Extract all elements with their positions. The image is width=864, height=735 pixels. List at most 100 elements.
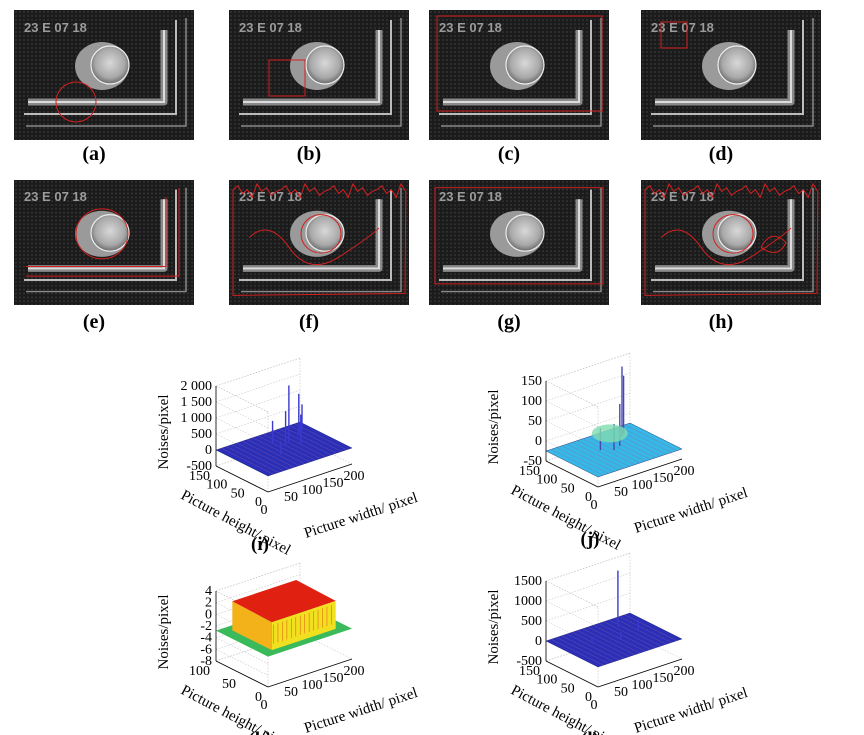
z-tick-label: -2 xyxy=(200,619,212,634)
panel-label: (i) xyxy=(251,534,269,555)
blister-stamp-text: 23 E 07 18 xyxy=(651,189,714,204)
z-tick-label: 1 500 xyxy=(181,395,213,410)
z-tick-label: 0 xyxy=(535,634,542,649)
blister-photo: 23 E 07 18 xyxy=(14,180,194,305)
x-tick-label: 150 xyxy=(323,476,344,491)
surface-mesh xyxy=(545,570,683,668)
photo-panel: 23 E 07 18 xyxy=(429,180,609,305)
z-tick-label: -6 xyxy=(200,642,212,657)
x-tick-label: 200 xyxy=(344,469,365,484)
x-tick-label: 50 xyxy=(284,685,298,700)
z-tick-label: -500 xyxy=(186,459,212,474)
z-tick-label: 150 xyxy=(521,374,542,389)
surface-mesh xyxy=(545,366,683,478)
x-tick-label: 200 xyxy=(674,464,695,479)
z-tick-label: 500 xyxy=(521,614,542,629)
blister-stamp-text: 23 E 07 18 xyxy=(24,20,87,35)
z-tick-label: 0 xyxy=(535,434,542,449)
y-tick-label: 150 xyxy=(519,664,540,679)
z-tick-label: 0 xyxy=(205,443,212,458)
photo-panel: 23 E 07 18 xyxy=(641,180,821,305)
y-tick-label: 0 xyxy=(585,690,592,705)
x-tick-label: 50 xyxy=(614,485,628,500)
surface-mesh xyxy=(216,579,352,657)
panel-label: (j) xyxy=(581,529,600,550)
panel-label: (f) xyxy=(299,311,319,333)
y-tick-label: 50 xyxy=(222,677,236,692)
x-origin-tick-label: 0 xyxy=(261,503,268,518)
y-tick-label: 50 xyxy=(561,681,575,696)
surface-plot-j: 150 100 50 0 -50 150 100 50 0 0 50 100 150 200 Noises/… xyxy=(480,352,750,554)
panel-label: (g) xyxy=(497,311,521,333)
segmentation-contour xyxy=(436,15,603,112)
x-origin-tick-label: 0 xyxy=(591,698,598,713)
blister-stamp-text: 23 E 07 18 xyxy=(239,189,302,204)
z-tick-label: 500 xyxy=(191,427,212,442)
x-origin-tick-label: 0 xyxy=(261,698,268,713)
blister-photo: 23 E 07 18 xyxy=(14,10,194,140)
photo-panel: 23 E 07 18 xyxy=(14,180,194,305)
z-tick-label: 1000 xyxy=(514,594,542,609)
z-tick-label: 2 xyxy=(205,596,212,611)
z-tick-label: 1 000 xyxy=(181,411,213,426)
photo-panel: 23 E 07 18 xyxy=(229,180,409,305)
panel-label: (k) xyxy=(248,729,271,735)
blister-photo: 23 E 07 18 xyxy=(229,180,409,305)
z-tick-label: 50 xyxy=(528,414,542,429)
z-tick-label: 2 000 xyxy=(181,379,213,394)
surface-plot-l: 1500 1000 500 0 -500 150 100 50 0 0 50 100 150 200 Noi… xyxy=(480,552,750,735)
z-tick-label: -50 xyxy=(523,454,542,469)
photo-panel: 23 E 07 18 xyxy=(429,10,609,140)
blister-photo: 23 E 07 18 xyxy=(229,10,409,140)
segmentation-contour xyxy=(434,187,604,285)
panel-label: (a) xyxy=(82,143,106,165)
panel-label: (d) xyxy=(708,143,734,165)
y-tick-label: 50 xyxy=(561,481,575,496)
y-tick-label: 150 xyxy=(189,469,210,484)
z-axis-title: Noises/pixel xyxy=(486,390,502,465)
x-tick-label: 200 xyxy=(344,664,365,679)
photo-panel: 23 E 07 18 xyxy=(641,10,821,140)
y-tick-label: 0 xyxy=(255,690,262,705)
blister-photo: 23 E 07 18 xyxy=(641,10,821,140)
y-tick-label: 100 xyxy=(206,478,227,493)
x-tick-label: 150 xyxy=(323,671,344,686)
x-tick-label: 50 xyxy=(284,490,298,505)
x-tick-label: 100 xyxy=(302,678,323,693)
panel-label: (e) xyxy=(82,311,106,333)
blister-photo: 23 E 07 18 xyxy=(429,10,609,140)
z-tick-label: -8 xyxy=(200,654,212,669)
x-tick-label: 100 xyxy=(302,483,323,498)
surface-plot-k: 4 2 0 -2 -4 -6 -8 100 50 0 0 50 100 150 200 Noises/pixe… xyxy=(150,562,420,735)
z-tick-label: -500 xyxy=(516,654,542,669)
z-tick-label: 0 xyxy=(205,607,212,622)
blister-photo: 23 E 07 18 xyxy=(641,180,821,305)
x-tick-label: 100 xyxy=(632,478,653,493)
x-tick-label: 200 xyxy=(674,664,695,679)
segmentation-contour xyxy=(232,182,407,296)
z-tick-label: -4 xyxy=(200,631,212,646)
z-tick-label: 1500 xyxy=(514,574,542,589)
y-tick-label: 0 xyxy=(585,490,592,505)
panel-label: (b) xyxy=(296,143,322,165)
segmentation-contour xyxy=(660,21,688,49)
y-tick-label: 50 xyxy=(231,486,245,501)
blister-stamp-text: 23 E 07 18 xyxy=(651,20,714,35)
segmentation-contour xyxy=(55,81,97,123)
panel-label: (c) xyxy=(497,143,521,165)
y-tick-label: 100 xyxy=(536,473,557,488)
x-tick-label: 150 xyxy=(653,671,674,686)
y-tick-label: 100 xyxy=(189,664,210,679)
photo-panel: 23 E 07 18 xyxy=(14,10,194,140)
photo-panel: 23 E 07 18 xyxy=(229,10,409,140)
z-tick-label: 4 xyxy=(205,584,212,599)
x-tick-label: 150 xyxy=(653,471,674,486)
x-origin-tick-label: 0 xyxy=(591,498,598,513)
y-tick-label: 0 xyxy=(255,495,262,510)
x-tick-label: 50 xyxy=(614,685,628,700)
z-axis-title: Noises/pixel xyxy=(156,595,172,670)
